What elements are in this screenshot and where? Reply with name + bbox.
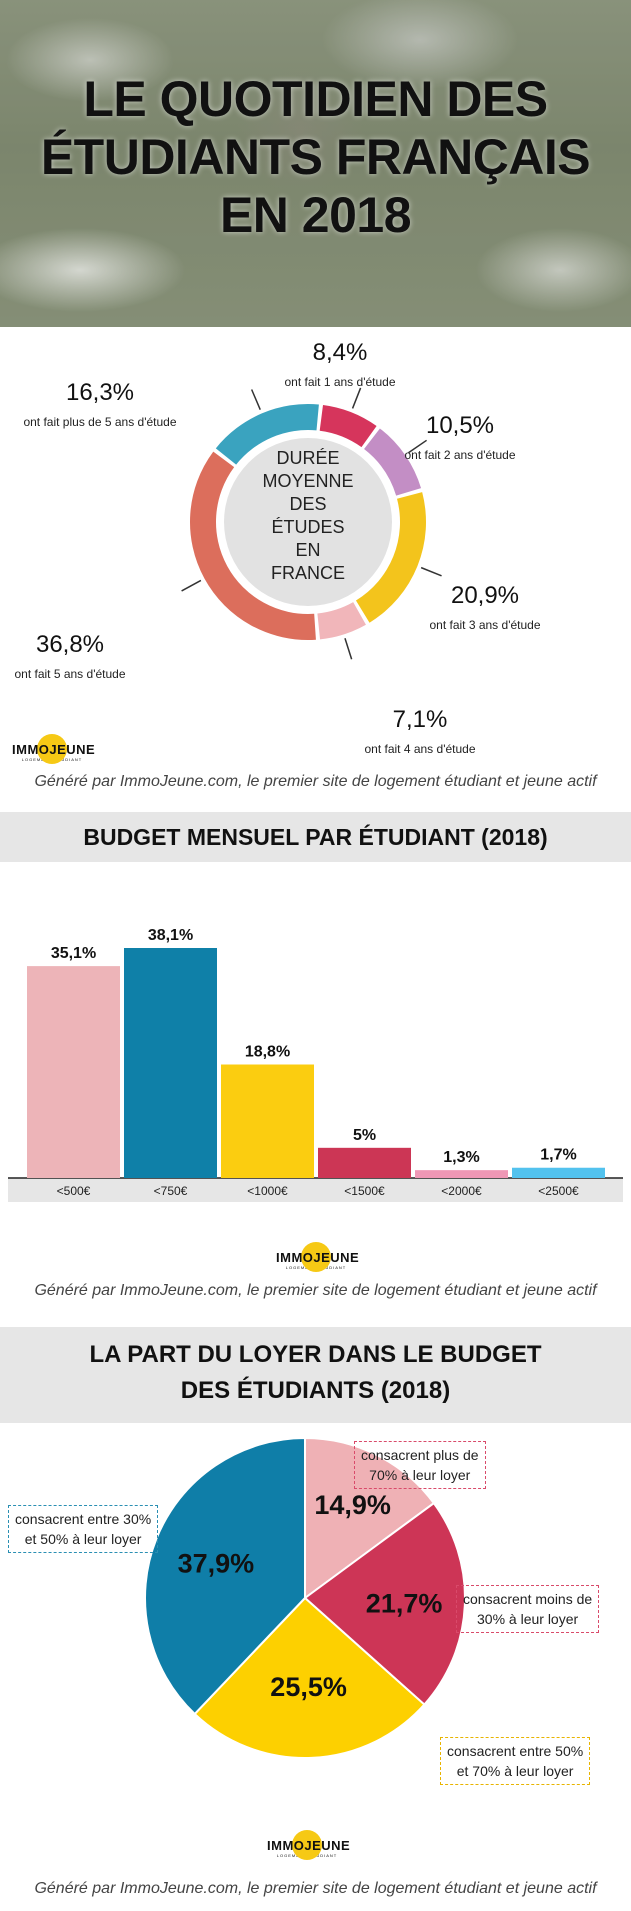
donut-center-text: FRANCE [271, 563, 345, 583]
donut-center-text: DES [289, 494, 326, 514]
donut-leader-line [420, 566, 442, 577]
bar-category-label: <2000€ [441, 1184, 482, 1198]
credit-line-1: Généré par ImmoJeune.com, le premier sit… [34, 773, 597, 790]
bar-value-label: 18,8% [245, 1044, 290, 1061]
donut-slice-label: ont fait 5 ans d'étude [14, 667, 125, 681]
bar [512, 1167, 605, 1178]
donut-value-label: 8,4% [313, 339, 368, 366]
callout-50-70: consacrent entre 50% et 70% à leur loyer [440, 1737, 591, 1785]
page-title: LE QUOTIDIEN DES ÉTUDIANTS FRANÇAIS EN 2… [0, 70, 631, 244]
donut-slice [317, 602, 366, 640]
bar-chart: 35,1% <500€ 38,1% <750€ 18,8% <1000€ 5% <1500€ 1… [8, 927, 623, 1202]
donut-slice-label: ont fait 4 ans d'étude [364, 742, 475, 756]
callout-less-30: consacrent moins de 30% à leur loyer [456, 1585, 600, 1633]
donut-leader-line [181, 579, 202, 592]
donut-slice [189, 451, 316, 640]
donut-slice-label: ont fait 2 ans d'étude [404, 448, 515, 462]
logo-text: IMMOJEUNE [276, 1250, 360, 1265]
logo-dot-icon [37, 734, 67, 764]
donut-slice [355, 492, 426, 623]
bar [318, 1147, 411, 1178]
logo-immojeune-2: IMMOJEUNE LOGEMENT ÉTUDIANT [276, 1242, 360, 1272]
bar-category-label: <500€ [57, 1184, 91, 1198]
donut-value-label: 36,8% [36, 631, 104, 658]
donut-leader-line [408, 439, 428, 454]
callout-more-70: consacrent plus de 70% à leur loyer [354, 1441, 486, 1489]
credit-line-3: Généré par ImmoJeune.com, le premier sit… [34, 1880, 597, 1897]
section-title-rent: LA PART DU LOYER DANS LE BUDGET DES ÉTUD… [0, 1327, 631, 1423]
bar-value-label: 1,7% [540, 1147, 576, 1164]
pie-slice [304, 1436, 436, 1600]
pie-slice [303, 1501, 466, 1706]
title-line-2: ÉTUDIANTS FRANÇAIS [40, 129, 591, 185]
bar [221, 1064, 314, 1178]
donut-slice [215, 404, 319, 465]
credit-line-2: Généré par ImmoJeune.com, le premier sit… [34, 1282, 597, 1299]
donut-center-disc [224, 438, 392, 606]
bar [27, 966, 120, 1178]
rent-title-line-2: DES ÉTUDIANTS (2018) [180, 1377, 451, 1404]
bar [124, 948, 217, 1178]
bar-value-label: 38,1% [148, 927, 193, 944]
hero-banner: LE QUOTIDIEN DES ÉTUDIANTS FRANÇAIS EN 2… [0, 0, 631, 327]
donut-chart: 8,4% ont fait 1 ans d'étude 10,5% ont fait … [14, 339, 540, 756]
logo-dot-icon [301, 1242, 331, 1272]
bar-category-label: <2500€ [538, 1184, 579, 1198]
donut-value-label: 20,9% [451, 582, 519, 609]
title-line-1: LE QUOTIDIEN DES [83, 71, 548, 127]
bar-category-label: <1000€ [247, 1184, 288, 1198]
donut-center-text: MOYENNE [262, 471, 353, 491]
rent-title-line-1: LA PART DU LOYER DANS LE BUDGET [89, 1341, 542, 1368]
donut-slice-label: ont fait 1 ans d'étude [284, 375, 395, 389]
pie-value-label: 37,9% [178, 1548, 255, 1578]
donut-slice [364, 428, 422, 496]
pie-value-label: 25,5% [270, 1672, 347, 1702]
donut-value-label: 16,3% [66, 379, 134, 406]
bar-axis-band [8, 1178, 623, 1202]
pie-chart: 14,9% 21,7% 25,5% 37,9% [144, 1436, 466, 1759]
logo-immojeune-3: IMMOJEUNE LOGEMENT ÉTUDIANT [267, 1830, 351, 1860]
callout-30-50: consacrent entre 30% et 50% à leur loyer [8, 1505, 159, 1553]
logo-text: IMMOJEUNE [267, 1838, 351, 1853]
donut-leader-line [351, 387, 362, 409]
logo-dot-icon [292, 1830, 322, 1860]
donut-center-text: ÉTUDES [271, 517, 344, 537]
donut-value-label: 10,5% [426, 412, 494, 439]
logo-text: IMMOJEUNE [12, 742, 96, 757]
bar-value-label: 1,3% [443, 1149, 479, 1166]
donut-leader-line [344, 638, 353, 660]
donut-slice [319, 404, 377, 448]
pie-slice [144, 1436, 306, 1716]
pie-value-label: 21,7% [366, 1589, 443, 1619]
bar [415, 1170, 508, 1178]
title-line-3: EN 2018 [219, 187, 412, 243]
donut-slice-label: ont fait 3 ans d'étude [429, 618, 540, 632]
logo-immojeune-1: IMMOJEUNE LOGEMENT ÉTUDIANT [12, 734, 96, 764]
donut-slice-label: ont fait plus de 5 ans d'étude [23, 415, 176, 429]
bar-category-label: <1500€ [344, 1184, 385, 1198]
pie-slice [193, 1596, 426, 1759]
section-title-budget: BUDGET MENSUEL PAR ÉTUDIANT (2018) [0, 812, 631, 862]
pie-value-label: 14,9% [314, 1490, 391, 1520]
donut-center-text: EN [295, 540, 320, 560]
bar-value-label: 35,1% [51, 945, 96, 962]
donut-leader-line [250, 389, 261, 411]
donut-value-label: 7,1% [393, 706, 448, 733]
bar-category-label: <750€ [154, 1184, 188, 1198]
bar-value-label: 5% [353, 1127, 376, 1144]
donut-center-text: DURÉE [276, 448, 339, 468]
